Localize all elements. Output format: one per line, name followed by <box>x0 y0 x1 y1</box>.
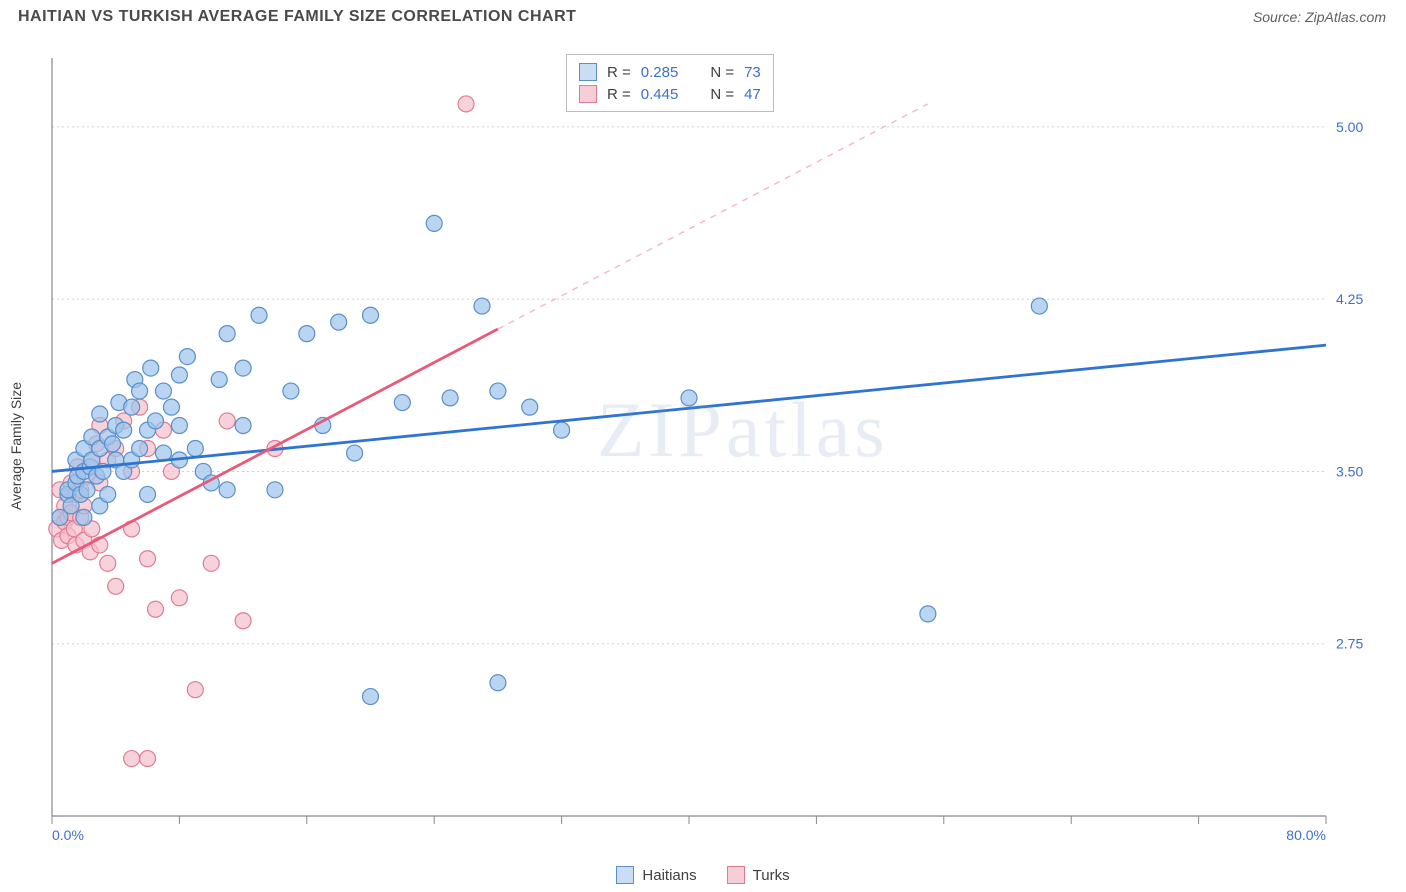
legend-swatch-haitians <box>616 866 634 884</box>
legend-swatch-turks <box>579 85 597 103</box>
legend-label-haitians: Haitians <box>642 867 696 884</box>
n-label: N = <box>710 86 734 103</box>
source-label: Source: ZipAtlas.com <box>1253 9 1386 25</box>
legend-label-turks: Turks <box>753 867 790 884</box>
y-axis-label: Average Family Size <box>8 382 24 510</box>
series-legend: Haitians Turks <box>0 866 1406 884</box>
r-label: R = <box>607 86 631 103</box>
svg-text:5.00: 5.00 <box>1336 119 1363 135</box>
scatter-svg: 2.75 3.50 4.25 5.00 0.0% 80.0% <box>46 48 1386 844</box>
r-value-haitians: 0.285 <box>641 64 679 81</box>
legend-swatch-haitians <box>579 63 597 81</box>
n-value-haitians: 73 <box>744 64 761 81</box>
svg-text:3.50: 3.50 <box>1336 463 1363 479</box>
svg-text:2.75: 2.75 <box>1336 636 1363 652</box>
plot-area: Average Family Size 2.753.504.255.000.0%… <box>46 48 1386 844</box>
svg-text:80.0%: 80.0% <box>1286 827 1326 843</box>
svg-text:4.25: 4.25 <box>1336 291 1363 307</box>
n-value-turks: 47 <box>744 86 761 103</box>
chart-title: HAITIAN VS TURKISH AVERAGE FAMILY SIZE C… <box>18 8 576 26</box>
legend-swatch-turks <box>727 866 745 884</box>
svg-text:0.0%: 0.0% <box>52 827 84 843</box>
stats-legend: R = 0.285 N = 73 R = 0.445 N = 47 <box>566 54 774 112</box>
r-label: R = <box>607 64 631 81</box>
n-label: N = <box>710 64 734 81</box>
r-value-turks: 0.445 <box>641 86 679 103</box>
